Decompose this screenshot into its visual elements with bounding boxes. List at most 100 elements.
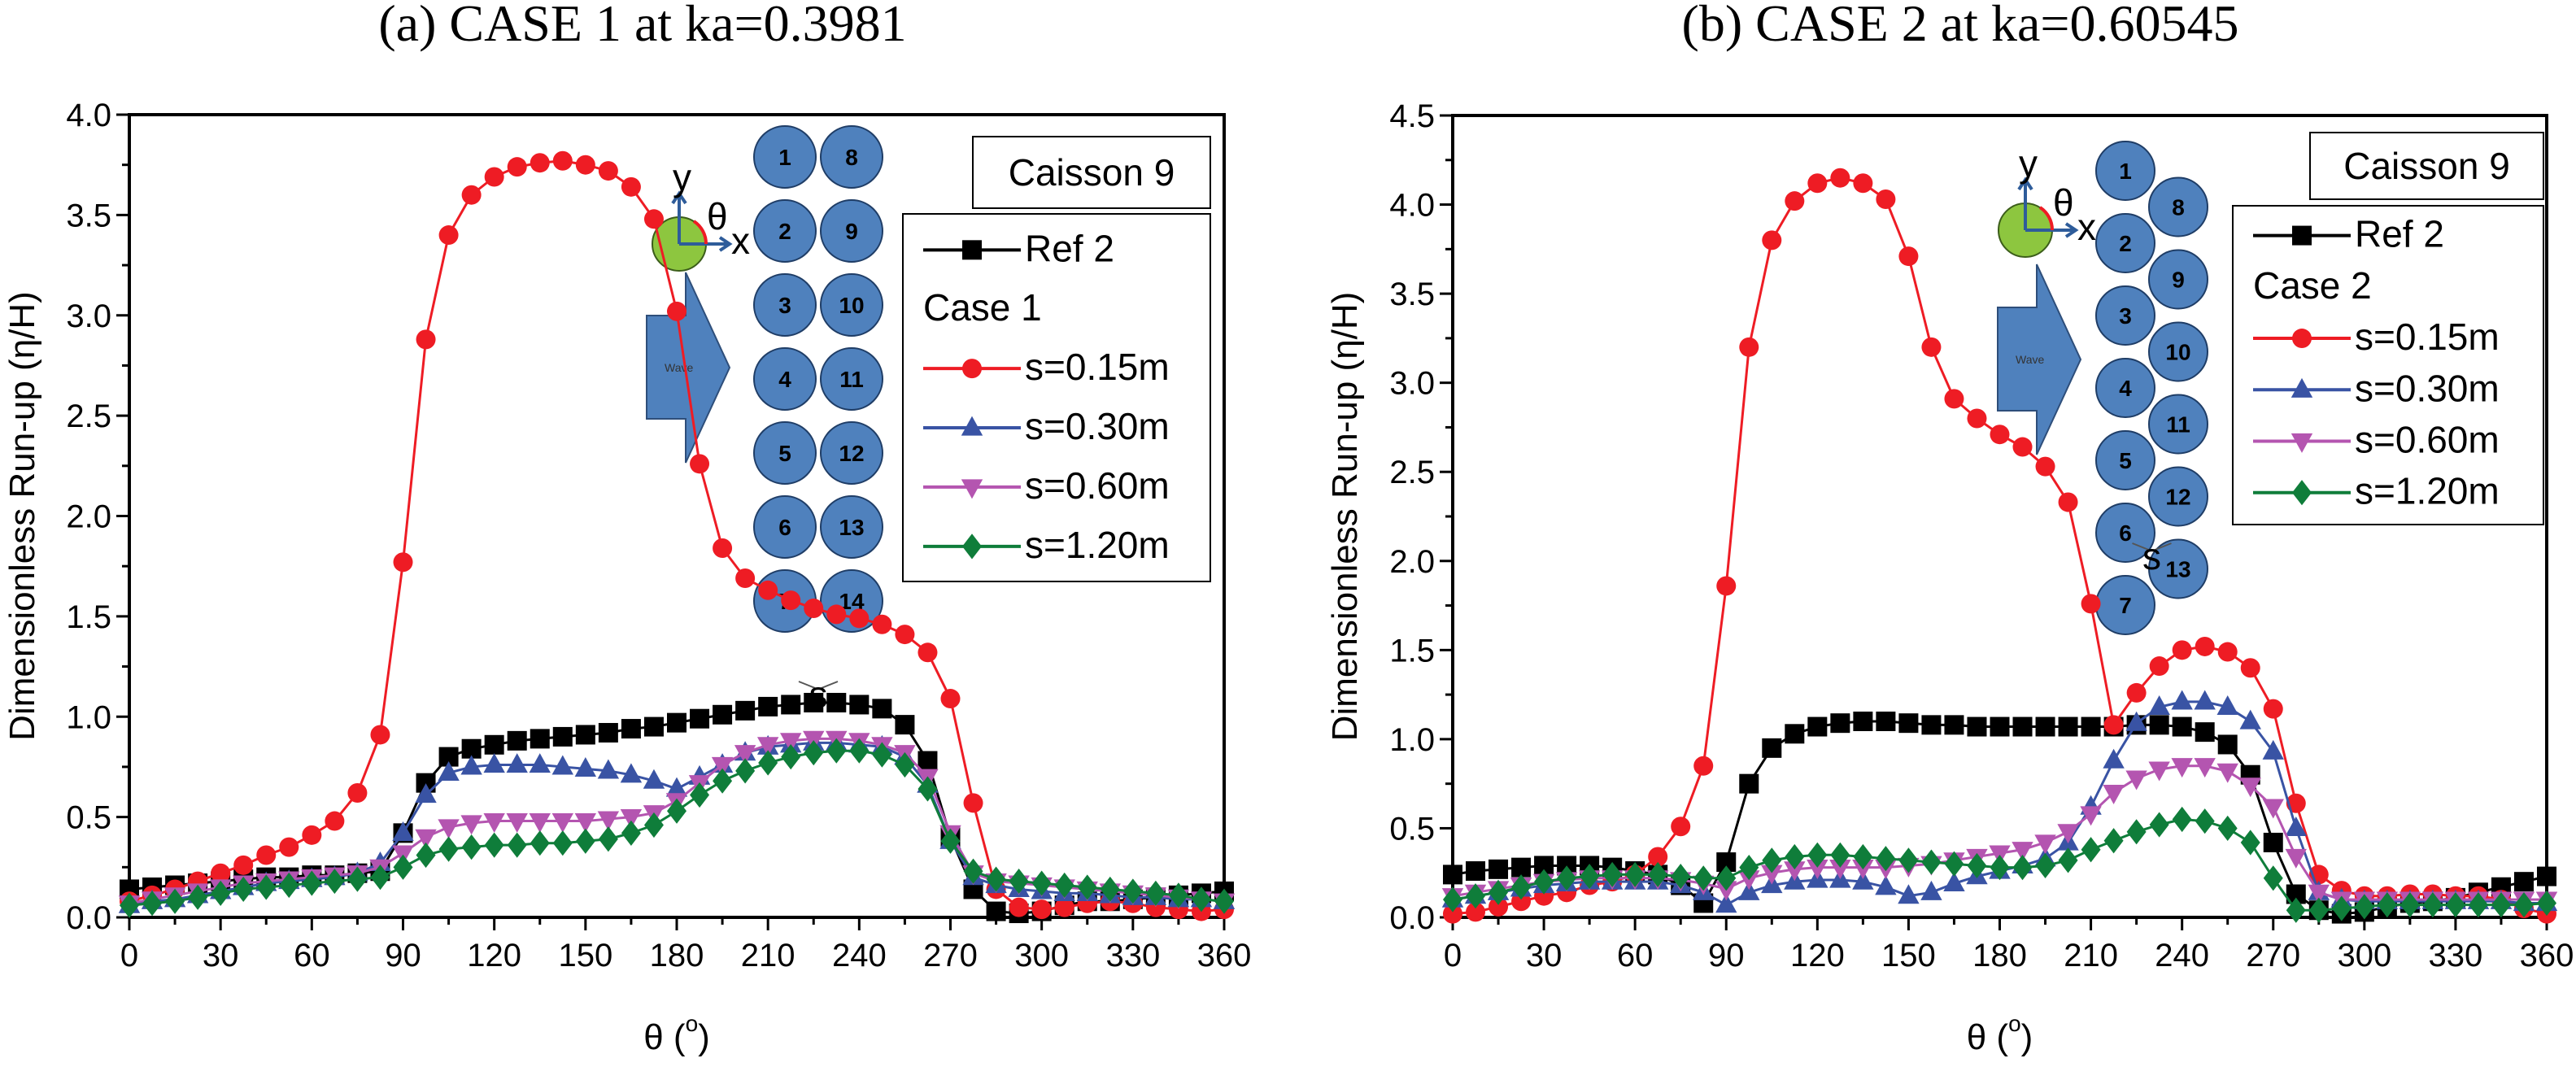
marker-diamond bbox=[1214, 888, 1234, 914]
marker-triangle-down bbox=[711, 756, 734, 777]
marker-diamond bbox=[1671, 864, 1691, 890]
marker-circle bbox=[370, 725, 390, 745]
marker-square bbox=[2149, 715, 2169, 735]
marker-diamond bbox=[1876, 846, 1896, 872]
legend-entry: Ref 2 bbox=[923, 227, 1114, 269]
marker-triangle-down bbox=[2239, 777, 2261, 798]
marker-diamond bbox=[2172, 806, 2192, 833]
marker-circle bbox=[552, 150, 573, 171]
y-arrowhead-icon bbox=[2017, 176, 2033, 191]
legend-entry: s=0.30m bbox=[2253, 367, 2500, 409]
marker-diamond bbox=[120, 892, 139, 918]
marker-circle bbox=[484, 167, 504, 187]
x-tick-label: 30 bbox=[203, 938, 239, 973]
x-tick-label: 30 bbox=[1526, 938, 1563, 973]
marker-square bbox=[804, 692, 824, 712]
caisson-circle bbox=[2148, 394, 2208, 455]
caisson-number: 5 bbox=[778, 441, 791, 466]
marker-circle bbox=[2126, 682, 2147, 703]
marker-triangle-up bbox=[551, 755, 573, 775]
legend-label: s=0.15m bbox=[1025, 346, 1170, 388]
caisson-circle bbox=[820, 199, 883, 263]
marker-triangle-up bbox=[2103, 748, 2125, 769]
y-tick-label: 1.0 bbox=[66, 699, 111, 735]
marker-diamond bbox=[302, 870, 322, 896]
legend-label: Ref 2 bbox=[1025, 227, 1114, 269]
x-tick-label: 210 bbox=[741, 938, 795, 973]
caisson-number: 7 bbox=[2119, 593, 2132, 618]
caisson-annotation-text: Caisson 9 bbox=[1009, 151, 1175, 194]
series-s-1-20m bbox=[1443, 806, 2556, 923]
marker-diamond bbox=[1145, 880, 1166, 906]
marker-diamond bbox=[1693, 865, 1714, 891]
caisson-circle bbox=[2095, 141, 2155, 201]
legend-entry: s=0.60m bbox=[923, 464, 1170, 507]
marker-circle bbox=[438, 225, 459, 246]
marker-diamond bbox=[347, 866, 368, 892]
marker-square bbox=[872, 699, 892, 719]
marker-diamond bbox=[735, 758, 756, 784]
legend-entry: s=0.30m bbox=[923, 405, 1170, 447]
x-axis-label-close: ) bbox=[698, 1017, 710, 1057]
legend-entry: s=1.20m bbox=[2253, 470, 2500, 512]
x-axis-label: θ (o) bbox=[643, 1011, 710, 1057]
marker-square bbox=[530, 729, 550, 749]
marker-triangle-down bbox=[460, 815, 482, 835]
marker-diamond bbox=[2217, 815, 2238, 842]
marker-diamond bbox=[142, 891, 163, 917]
caisson-circle bbox=[2095, 358, 2155, 418]
legend-entry: s=1.20m bbox=[923, 524, 1170, 566]
x-tick-label: 60 bbox=[1617, 938, 1654, 973]
x-tick-label: 60 bbox=[294, 938, 330, 973]
marker-circle bbox=[735, 568, 756, 588]
marker-diamond bbox=[1921, 849, 1942, 875]
marker-circle bbox=[962, 359, 982, 379]
caisson-layout-inset: yxθWave1234567891011121314s bbox=[646, 125, 883, 716]
marker-diamond bbox=[986, 866, 1006, 892]
marker-circle bbox=[667, 301, 686, 321]
marker-square bbox=[1489, 859, 1509, 879]
marker-square bbox=[895, 715, 915, 735]
caisson-circle bbox=[753, 125, 817, 189]
marker-circle bbox=[895, 625, 915, 645]
marker-square bbox=[1785, 724, 1805, 744]
marker-diamond bbox=[918, 776, 938, 802]
marker-triangle-up bbox=[460, 755, 482, 775]
marker-circle bbox=[211, 863, 231, 883]
marker-diamond bbox=[1534, 869, 1554, 895]
marker-triangle-down bbox=[961, 479, 983, 499]
marker-circle bbox=[1671, 817, 1691, 837]
marker-triangle-down bbox=[483, 812, 505, 833]
inset-y-label: y bbox=[673, 156, 691, 198]
x-tick-label: 300 bbox=[1014, 938, 1069, 973]
marker-circle bbox=[325, 811, 345, 831]
marker-circle bbox=[1990, 425, 2010, 445]
chart-panel-a: (a) CASE 1 at ka=0.3981 0.0 0.5 1.0 1.5 2.0 2.… bbox=[2, 0, 1251, 1057]
x-tick-label: 360 bbox=[1197, 938, 1252, 973]
y-tick-label: 0.0 bbox=[66, 900, 111, 936]
marker-circle bbox=[872, 614, 892, 634]
marker-diamond bbox=[1762, 847, 1782, 873]
marker-triangle-down bbox=[2012, 842, 2033, 862]
marker-circle bbox=[781, 590, 801, 611]
marker-diamond bbox=[598, 826, 618, 852]
marker-square bbox=[2513, 872, 2534, 892]
marker-circle bbox=[1762, 230, 1782, 250]
marker-circle bbox=[2195, 636, 2215, 656]
marker-triangle-up bbox=[665, 777, 688, 797]
marker-circle bbox=[1009, 897, 1029, 917]
marker-triangle-down bbox=[1807, 860, 1828, 880]
marker-circle bbox=[1489, 896, 1509, 917]
caisson-number: 8 bbox=[845, 145, 858, 170]
y-tick-label: 2.0 bbox=[1389, 544, 1435, 580]
marker-circle bbox=[690, 454, 710, 474]
x-arrowhead-icon bbox=[718, 236, 733, 252]
marker-diamond bbox=[643, 812, 664, 838]
legend-entry: s=0.15m bbox=[2253, 316, 2500, 358]
marker-circle bbox=[826, 604, 847, 625]
legend-label: s=1.20m bbox=[1025, 524, 1170, 566]
caisson-circle bbox=[753, 347, 817, 411]
legend: Ref 2 s=0.15m s=0.30m s=0.60m s=1.20m Case 1 bbox=[902, 213, 1211, 582]
marker-square bbox=[2012, 716, 2033, 737]
caisson-circle bbox=[820, 421, 883, 485]
